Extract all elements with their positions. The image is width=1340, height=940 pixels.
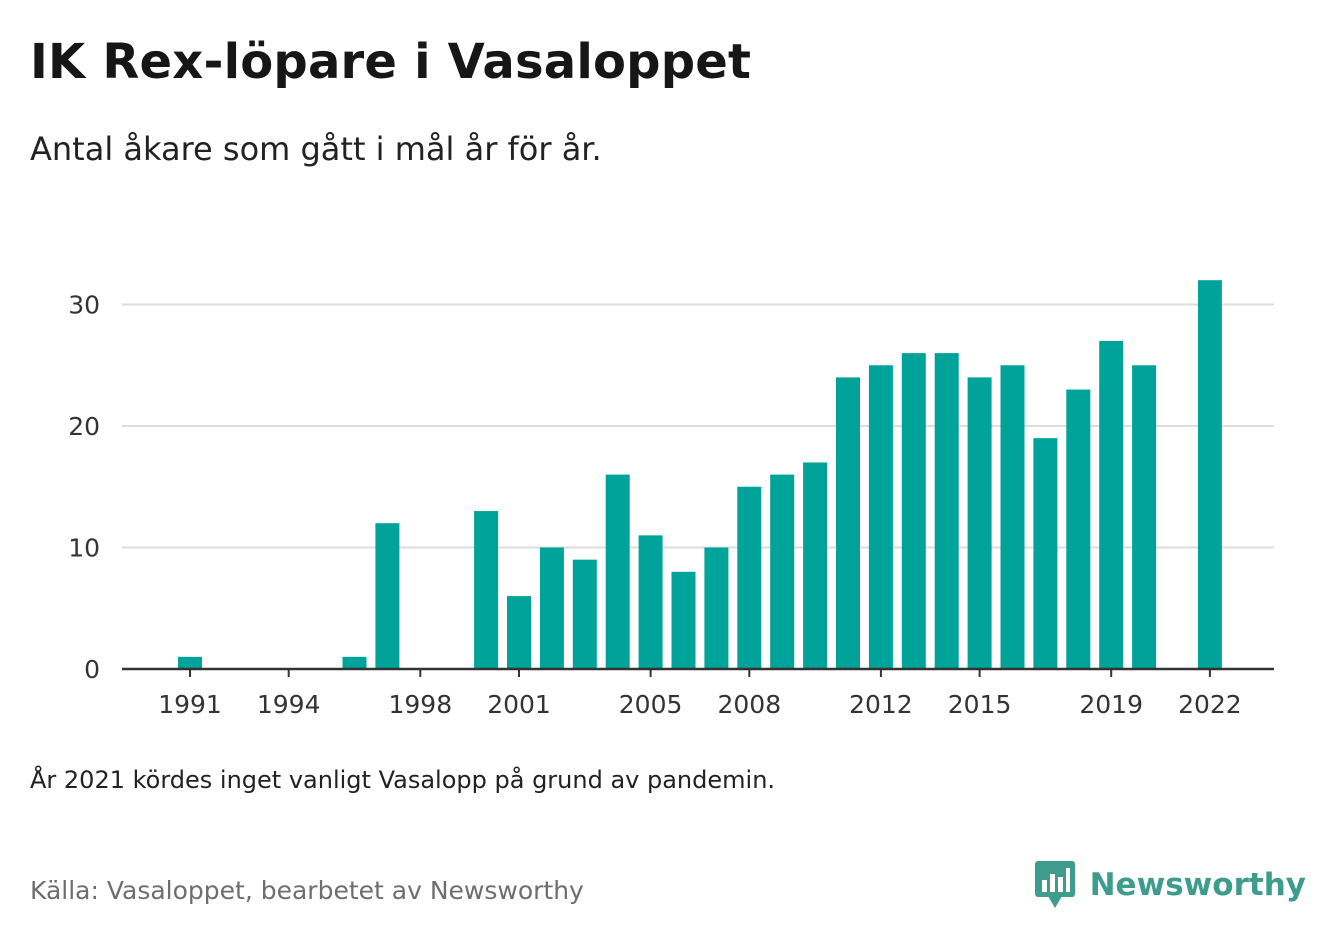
x-tick-label: 1991 bbox=[158, 690, 222, 719]
bar-2013 bbox=[901, 353, 926, 669]
bar-2003 bbox=[572, 559, 597, 669]
bars bbox=[178, 280, 1222, 669]
y-tick-label: 30 bbox=[68, 291, 100, 320]
y-axis-ticks: 0 10 20 30 bbox=[68, 291, 100, 685]
x-tick-label: 2001 bbox=[487, 690, 551, 719]
y-tick-label: 0 bbox=[84, 655, 100, 684]
source-text: Källa: Vasaloppet, bearbetet av Newswort… bbox=[30, 876, 584, 905]
bar-2018 bbox=[1066, 389, 1091, 669]
bar-2022 bbox=[1197, 280, 1222, 669]
bar-2012 bbox=[868, 365, 893, 669]
bar-1996 bbox=[342, 656, 367, 669]
bar-2001 bbox=[507, 596, 531, 669]
bar-2000 bbox=[474, 511, 499, 669]
bar-2016 bbox=[1000, 365, 1025, 669]
y-tick-label: 20 bbox=[68, 412, 100, 441]
bar-2009 bbox=[770, 474, 795, 669]
x-tick-label: 2005 bbox=[619, 690, 683, 719]
chart-subtitle: Antal åkare som gått i mål år för år. bbox=[30, 130, 602, 168]
bar-2015 bbox=[967, 377, 992, 669]
newsworthy-logo-icon bbox=[1034, 861, 1075, 908]
bar-2010 bbox=[803, 462, 828, 669]
footnote: År 2021 kördes inget vanligt Vasalopp på… bbox=[30, 766, 776, 794]
x-tick-label: 2012 bbox=[849, 690, 913, 719]
brand: Newsworthy bbox=[1034, 860, 1306, 910]
bar-2019 bbox=[1099, 340, 1124, 669]
bar-2017 bbox=[1033, 438, 1058, 669]
bar-1991 bbox=[178, 656, 202, 669]
x-tick-label: 2019 bbox=[1079, 690, 1143, 719]
bar-2006 bbox=[671, 571, 696, 669]
y-tick-label: 10 bbox=[68, 534, 100, 563]
bar-2011 bbox=[836, 377, 860, 669]
x-tick-label: 1998 bbox=[388, 690, 452, 719]
bar-2008 bbox=[737, 486, 762, 669]
bar-chart: 0 10 20 30 1991 1994 1998 2001 2005 2008 2012 2015… bbox=[68, 280, 1274, 719]
x-tick-label: 1994 bbox=[257, 690, 321, 719]
bar-2005 bbox=[638, 535, 663, 669]
x-tick-label: 2015 bbox=[948, 690, 1012, 719]
bar-2020 bbox=[1132, 365, 1157, 669]
x-axis-ticks: 1991 1994 1998 2001 2005 2008 2012 2015 2019 2022 bbox=[158, 669, 1242, 719]
bar-2007 bbox=[704, 547, 729, 669]
chart-title: IK Rex-löpare i Vasaloppet bbox=[30, 34, 752, 90]
bar-2002 bbox=[539, 547, 564, 669]
x-tick-label: 2022 bbox=[1178, 690, 1242, 719]
bar-2014 bbox=[934, 353, 959, 669]
brand-name: Newsworthy bbox=[1089, 867, 1306, 903]
bar-1997 bbox=[375, 523, 400, 669]
x-tick-label: 2008 bbox=[717, 690, 781, 719]
bar-2004 bbox=[605, 474, 630, 669]
